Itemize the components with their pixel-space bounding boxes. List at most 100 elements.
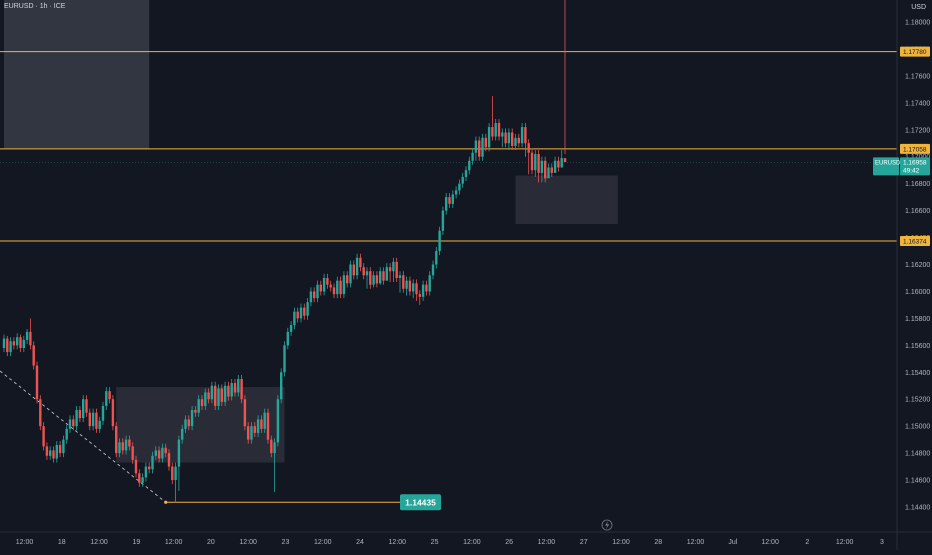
candle-body	[497, 123, 501, 137]
candle-body	[283, 345, 286, 373]
candle	[283, 341, 286, 377]
candle-body	[184, 419, 187, 429]
candle	[256, 415, 260, 437]
candle	[42, 422, 45, 451]
candle-body	[171, 466, 174, 481]
candle	[237, 374, 240, 397]
candle	[171, 462, 174, 485]
candle	[214, 381, 217, 410]
candle	[471, 148, 474, 165]
candle-body	[540, 160, 544, 173]
time-tick-label: 12:00	[165, 539, 183, 546]
candle	[289, 321, 293, 336]
candle	[95, 408, 98, 433]
candle	[263, 408, 266, 433]
candle-body	[550, 167, 553, 173]
candle-body	[141, 477, 144, 483]
candle	[448, 193, 451, 208]
candle-body	[164, 447, 167, 454]
zone-box	[116, 387, 285, 463]
candle-body	[32, 345, 35, 366]
time-tick-label: 12:00	[314, 539, 332, 546]
candle-body	[382, 271, 385, 281]
candle-body	[412, 283, 415, 292]
price-tick-label: 1.15000	[905, 424, 930, 431]
lightning-icon[interactable]	[601, 519, 613, 531]
level-price-badge: 1.16374	[900, 236, 930, 247]
last-price-badge-bg	[900, 157, 930, 176]
candle-body	[75, 410, 78, 427]
candle-body	[115, 426, 118, 454]
candle	[138, 469, 141, 487]
candle	[544, 156, 547, 183]
candle-body	[365, 271, 369, 276]
candle	[494, 119, 497, 141]
candle-body	[207, 392, 210, 400]
candle-body	[336, 280, 339, 295]
candle-body	[214, 385, 217, 406]
candle-body	[55, 445, 58, 459]
candle	[52, 446, 55, 463]
candle-body	[108, 391, 111, 400]
level-badge-bg	[900, 236, 930, 247]
candle-body	[534, 154, 537, 171]
candle-body	[167, 453, 171, 467]
candle	[266, 408, 270, 444]
candle-body	[425, 284, 428, 292]
candle-body	[194, 410, 197, 413]
candle	[478, 136, 481, 161]
candle-body	[256, 419, 260, 433]
candle-body	[131, 446, 134, 460]
low-badge-bg	[400, 494, 441, 511]
candle-body	[451, 194, 454, 204]
candle	[474, 136, 478, 161]
symbol-badge-bg	[873, 157, 899, 176]
candle-body	[72, 419, 75, 427]
candle	[35, 361, 39, 404]
candle	[115, 422, 118, 458]
candle	[78, 405, 82, 423]
candle	[151, 451, 154, 474]
candle	[227, 381, 230, 401]
candle-body	[230, 383, 233, 397]
candle	[250, 422, 253, 444]
candle	[346, 271, 349, 288]
candle	[2, 334, 6, 353]
level-price-badge: 1.17780	[900, 46, 930, 57]
candle	[204, 388, 207, 410]
candle	[342, 271, 346, 299]
candle	[207, 388, 210, 404]
candle	[454, 186, 458, 199]
currency-label: USD	[911, 4, 926, 11]
time-axis[interactable]: 12:00 18 12:00 19 12:00 20 12:00 23 12:00 24 12:00…	[16, 539, 884, 546]
candle	[326, 273, 329, 289]
candle-body	[494, 123, 497, 137]
candle-body	[339, 280, 342, 295]
candle-body	[329, 284, 332, 288]
candle	[379, 267, 382, 285]
price-tick-label: 1.17600	[905, 73, 930, 80]
candle-body	[398, 275, 402, 278]
candle	[319, 280, 322, 296]
low-badge-text: 1.14435	[405, 497, 436, 507]
candle-body	[187, 419, 190, 427]
candle-body	[128, 439, 131, 447]
price-tick-label: 1.15600	[905, 343, 930, 350]
candle-body	[392, 261, 395, 272]
candle-body	[220, 388, 223, 402]
price-tick-label: 1.18000	[905, 20, 930, 27]
zone-box	[4, 0, 150, 149]
candle	[220, 384, 223, 406]
candle	[49, 446, 52, 460]
candle	[177, 435, 181, 491]
candle	[58, 440, 62, 458]
candle-body	[481, 137, 484, 157]
candle-body	[487, 127, 491, 148]
candle	[260, 415, 263, 433]
candle-body	[286, 331, 289, 346]
level-badge-text: 1.17780	[903, 49, 927, 56]
time-tick-label: 26	[505, 539, 513, 546]
candle	[217, 384, 220, 410]
candle-body	[352, 264, 355, 276]
